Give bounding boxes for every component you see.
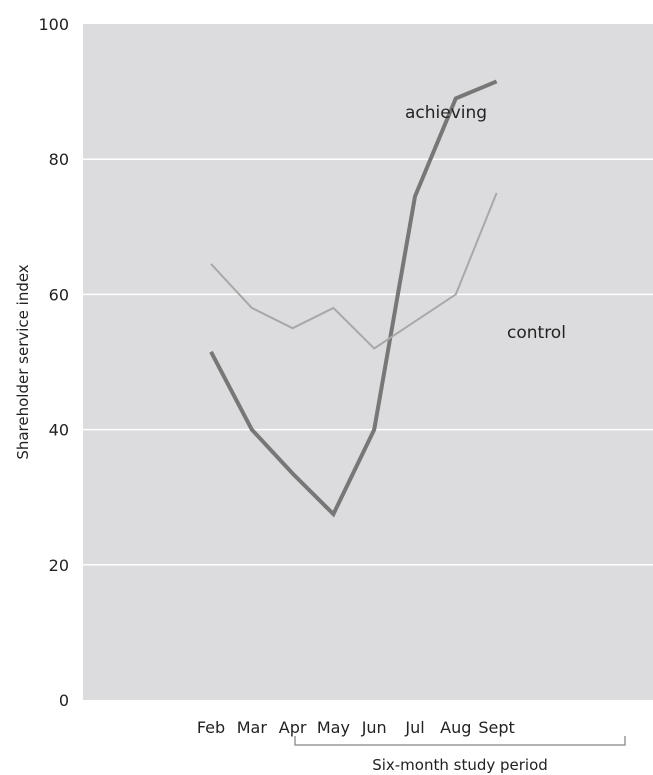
grid: [83, 158, 653, 566]
x-tick-label: Apr: [279, 718, 307, 737]
y-tick-label: 20: [49, 556, 69, 575]
plot-background: [83, 24, 653, 700]
series-label-control: control: [507, 323, 566, 343]
line-control: [210, 192, 498, 350]
y-tick-label: 60: [49, 285, 69, 304]
y-axis-label: Shareholder service index: [14, 264, 32, 459]
series-achieving: [209, 79, 498, 518]
series-control: [210, 192, 498, 350]
study-period-bracket: [294, 736, 626, 746]
y-tick-label: 100: [38, 15, 69, 34]
series-label-achieving: achieving: [405, 103, 487, 123]
x-tick-label: Jun: [361, 718, 387, 737]
x-axis-ticks: Feb Mar Apr May Jun Jul Aug Sept: [197, 718, 515, 737]
x-tick-label: May: [317, 718, 350, 737]
x-axis-label: Six-month study period: [372, 756, 548, 774]
x-tick-label: Jul: [404, 718, 424, 737]
x-tick-label: Aug: [440, 718, 471, 737]
x-tick-label: Mar: [237, 718, 268, 737]
x-tick-label: Sept: [478, 718, 514, 737]
y-tick-label: 0: [59, 691, 69, 710]
series: [209, 79, 498, 518]
y-axis-ticks: 0 20 40 60 80 100: [38, 15, 69, 710]
y-tick-label: 80: [49, 150, 69, 169]
line-achieving: [209, 79, 498, 518]
x-tick-label: Feb: [197, 718, 225, 737]
y-tick-label: 40: [49, 421, 69, 440]
